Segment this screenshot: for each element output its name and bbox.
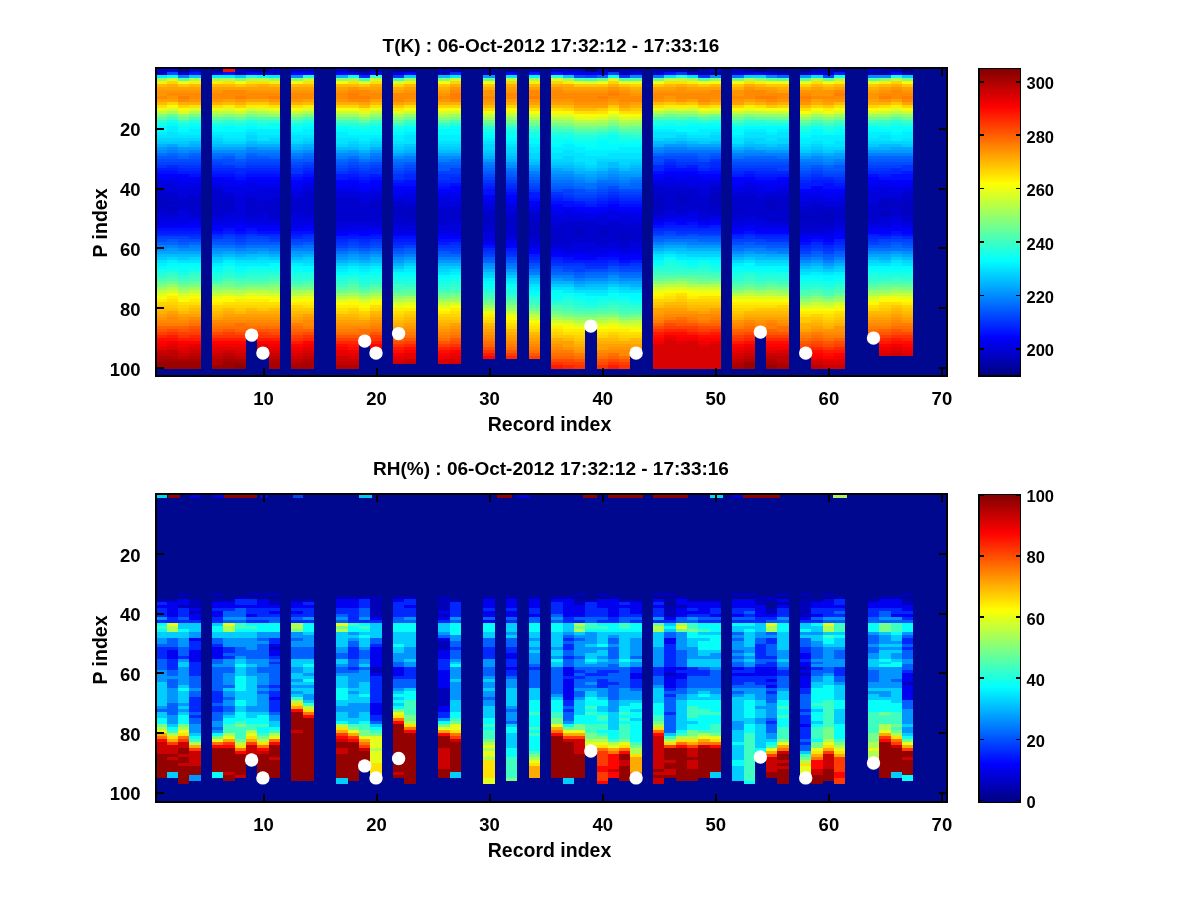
svg-text:40: 40 — [120, 179, 141, 200]
svg-text:260: 260 — [1027, 181, 1055, 199]
svg-text:60: 60 — [819, 814, 840, 835]
svg-text:0: 0 — [1027, 793, 1036, 811]
svg-text:100: 100 — [110, 359, 141, 380]
svg-text:220: 220 — [1027, 288, 1055, 306]
svg-text:70: 70 — [932, 814, 953, 835]
svg-text:60: 60 — [120, 664, 141, 685]
svg-text:280: 280 — [1027, 128, 1055, 146]
svg-text:P index: P index — [89, 188, 111, 257]
svg-text:20: 20 — [366, 814, 387, 835]
svg-text:P index: P index — [89, 615, 111, 684]
svg-text:80: 80 — [120, 299, 141, 320]
svg-text:80: 80 — [120, 724, 141, 745]
svg-text:50: 50 — [706, 388, 727, 409]
svg-text:20: 20 — [366, 388, 387, 409]
svg-text:40: 40 — [592, 814, 613, 835]
svg-text:40: 40 — [592, 388, 613, 409]
svg-text:10: 10 — [253, 388, 274, 409]
svg-text:20: 20 — [120, 545, 141, 566]
svg-text:50: 50 — [706, 814, 727, 835]
svg-text:10: 10 — [253, 814, 274, 835]
svg-text:70: 70 — [932, 388, 953, 409]
svg-text:80: 80 — [1027, 548, 1045, 566]
svg-text:100: 100 — [110, 783, 141, 804]
svg-text:200: 200 — [1027, 341, 1055, 359]
svg-text:100: 100 — [1027, 487, 1055, 505]
svg-text:Record index: Record index — [488, 839, 612, 861]
svg-text:300: 300 — [1027, 74, 1055, 92]
svg-text:30: 30 — [479, 814, 500, 835]
svg-text:60: 60 — [120, 239, 141, 260]
svg-text:20: 20 — [120, 119, 141, 140]
svg-text:20: 20 — [1027, 732, 1045, 750]
svg-text:30: 30 — [479, 388, 500, 409]
svg-text:60: 60 — [1027, 610, 1045, 628]
svg-text:60: 60 — [819, 388, 840, 409]
svg-text:T(K) : 06-Oct-2012 17:32:12 -: T(K) : 06-Oct-2012 17:32:12 - 17:33:16 — [383, 35, 720, 56]
svg-text:40: 40 — [120, 604, 141, 625]
svg-text:40: 40 — [1027, 671, 1045, 689]
svg-text:Record index: Record index — [488, 413, 612, 435]
svg-text:240: 240 — [1027, 235, 1055, 253]
svg-text:RH(%) : 06-Oct-2012 17:32:12 -: RH(%) : 06-Oct-2012 17:32:12 - 17:33:16 — [373, 458, 729, 479]
